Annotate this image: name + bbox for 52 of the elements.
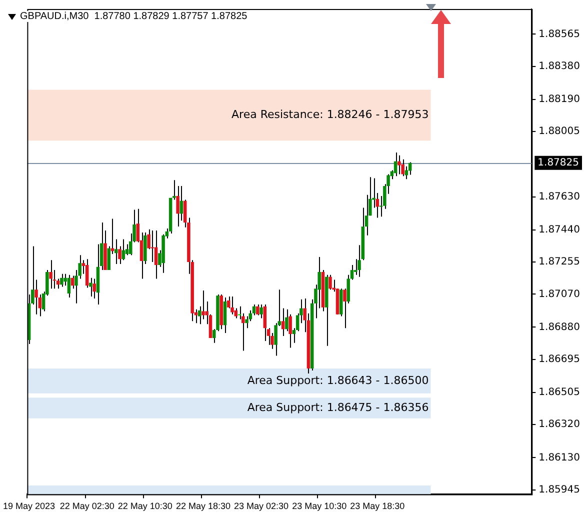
x-tick-label: 22 May 10:30 [118,501,172,512]
y-tick-label: 1.85945 [538,484,580,496]
y-tick-label: 1.86695 [538,354,580,366]
y-tick-label: 1.88190 [538,94,580,106]
band-label: Area Resistance: 1.88246 - 1.87953 [232,108,429,122]
y-tick-label: 1.87630 [538,191,580,202]
candlestick [154,230,158,280]
candlestick [85,258,89,288]
candlestick [398,154,401,175]
y-tick-label: 1.86320 [538,419,580,430]
x-tick-label: 22 May 02:30 [60,501,114,512]
y-tick-label: 1.88565 [538,28,580,40]
candlestick [394,152,398,177]
candlestick [125,244,129,256]
x-tick-label: 22 May 18:30 [176,501,230,512]
candlestick [401,158,404,177]
y-tick-label: 1.86505 [538,387,580,398]
y-tick-label: 1.88005 [538,126,580,138]
chart-title: GBPAUD.i,M30 1.87780 1.87829 1.87757 1.87825 [18,11,250,22]
candlestick [60,273,64,288]
x-tick-label: 23 May 02:30 [234,501,289,512]
x-tick-label: 23 May 18:30 [350,501,405,512]
ref-line-label: 1.87825 [538,158,580,168]
candlestick [285,308,288,332]
y-tick-label: 1.88380 [538,60,580,72]
y-tick-label: 1.87255 [538,256,580,268]
candlestick [67,274,71,298]
candlestick [49,260,52,290]
candlestick [288,314,292,348]
candlestick [223,297,227,334]
x-tick-label: 23 May 10:30 [292,501,347,512]
candlestick [34,279,38,315]
y-tick-label: 1.86130 [538,452,580,464]
candlestick [256,304,260,316]
candlestick [238,306,242,320]
band-label: Area Support: 1.86475 - 1.86356 [247,400,429,414]
band-label: Area Support: 1.86643 - 1.86500 [247,374,429,387]
candlestick [198,306,202,325]
x-tick-label: 19 May 2023 [3,501,56,512]
candlestick [328,274,332,290]
candlestick [230,296,234,315]
y-tick-label: 1.86880 [538,322,580,333]
candlestick [270,332,274,350]
candlestick [260,304,263,319]
candlestick [263,304,267,342]
candlestick [92,278,96,300]
y-tick-label: 1.87440 [538,224,580,236]
y-tick-label: 1.87070 [538,288,580,300]
candlestick [202,290,205,320]
candlestick [122,238,126,261]
candlestick [343,288,346,329]
candlestick [172,180,176,200]
